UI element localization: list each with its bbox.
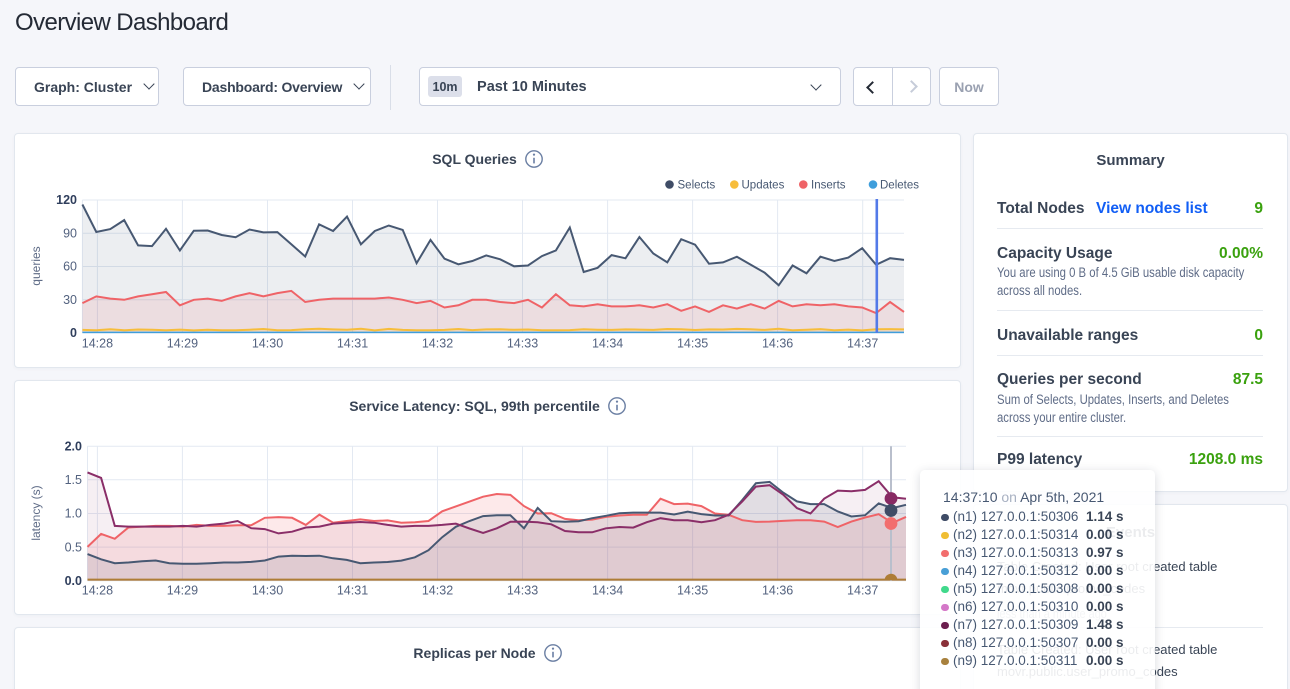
svg-text:14:31: 14:31 — [337, 584, 368, 598]
svg-text:14:29: 14:29 — [167, 584, 198, 598]
svg-text:0.5: 0.5 — [65, 540, 82, 554]
svg-text:14:28: 14:28 — [82, 584, 113, 598]
svg-text:latency (s): latency (s) — [29, 485, 43, 540]
svg-text:90: 90 — [63, 227, 77, 241]
svg-text:14:35: 14:35 — [677, 337, 708, 351]
svg-text:14:34: 14:34 — [592, 337, 623, 351]
svg-text:14:33: 14:33 — [507, 337, 538, 351]
svg-text:120: 120 — [56, 193, 77, 207]
svg-text:14:33: 14:33 — [507, 584, 538, 598]
svg-text:30: 30 — [63, 293, 77, 307]
svg-text:14:31: 14:31 — [337, 337, 368, 351]
svg-text:14:30: 14:30 — [252, 337, 283, 351]
svg-text:14:35: 14:35 — [677, 584, 708, 598]
svg-text:60: 60 — [63, 260, 77, 274]
svg-text:14:30: 14:30 — [252, 584, 283, 598]
svg-text:0: 0 — [70, 326, 77, 340]
svg-text:queries: queries — [29, 246, 43, 285]
svg-text:14:37: 14:37 — [847, 337, 878, 351]
svg-text:Updates: Updates — [742, 180, 785, 192]
svg-text:14:36: 14:36 — [762, 337, 793, 351]
svg-text:14:36: 14:36 — [762, 584, 793, 598]
svg-text:14:34: 14:34 — [592, 584, 623, 598]
svg-text:2.0: 2.0 — [65, 439, 82, 453]
svg-text:Deletes: Deletes — [880, 180, 919, 192]
svg-text:14:32: 14:32 — [422, 337, 453, 351]
svg-text:0.0: 0.0 — [65, 574, 82, 588]
svg-text:14:37: 14:37 — [847, 584, 878, 598]
svg-text:14:32: 14:32 — [422, 584, 453, 598]
svg-text:14:28: 14:28 — [82, 337, 113, 351]
svg-text:1.5: 1.5 — [65, 473, 82, 487]
svg-text:14:29: 14:29 — [167, 337, 198, 351]
svg-text:1.0: 1.0 — [65, 507, 82, 521]
svg-text:Inserts: Inserts — [811, 180, 846, 192]
svg-text:Selects: Selects — [678, 180, 716, 192]
